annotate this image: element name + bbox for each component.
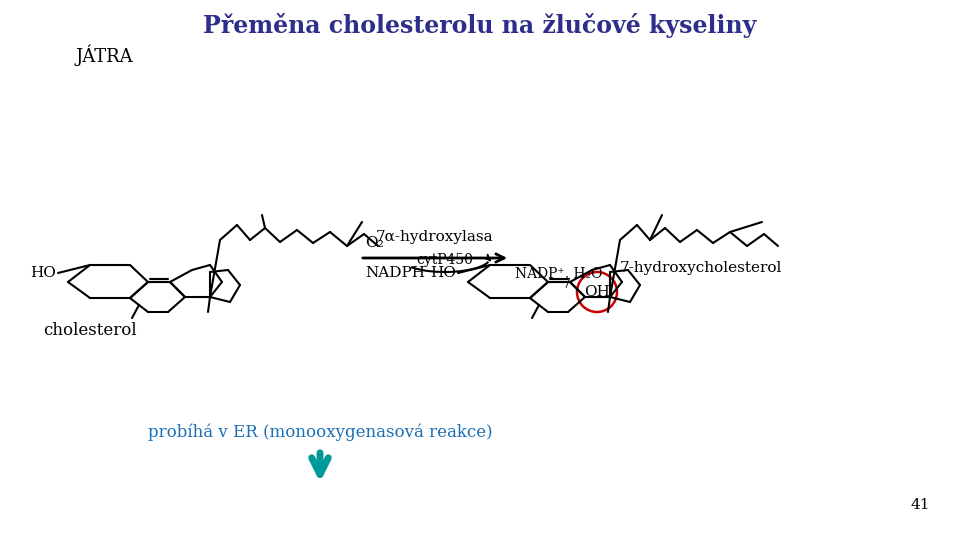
Text: Přeměna cholesterolu na žlučové kyseliny: Přeměna cholesterolu na žlučové kyseliny bbox=[204, 13, 756, 38]
Text: cytP450: cytP450 bbox=[417, 253, 473, 267]
Text: 7: 7 bbox=[564, 279, 571, 292]
Text: probíhá v ER (monooxygenasová reakce): probíhá v ER (monooxygenasová reakce) bbox=[148, 423, 492, 441]
Text: O₂: O₂ bbox=[365, 236, 384, 250]
Text: 7-hydroxycholesterol: 7-hydroxycholesterol bbox=[620, 261, 782, 275]
Text: HO: HO bbox=[430, 266, 456, 280]
Text: NADP⁺, H₂O: NADP⁺, H₂O bbox=[515, 266, 602, 280]
Text: HO: HO bbox=[30, 266, 56, 280]
Text: cholesterol: cholesterol bbox=[43, 322, 137, 339]
Text: 7α-hydroxylasa: 7α-hydroxylasa bbox=[376, 230, 493, 244]
Text: OH: OH bbox=[584, 285, 610, 299]
Text: NADPH: NADPH bbox=[365, 266, 425, 280]
Text: JÁTRA: JÁTRA bbox=[75, 45, 132, 66]
Text: 41: 41 bbox=[910, 498, 930, 512]
